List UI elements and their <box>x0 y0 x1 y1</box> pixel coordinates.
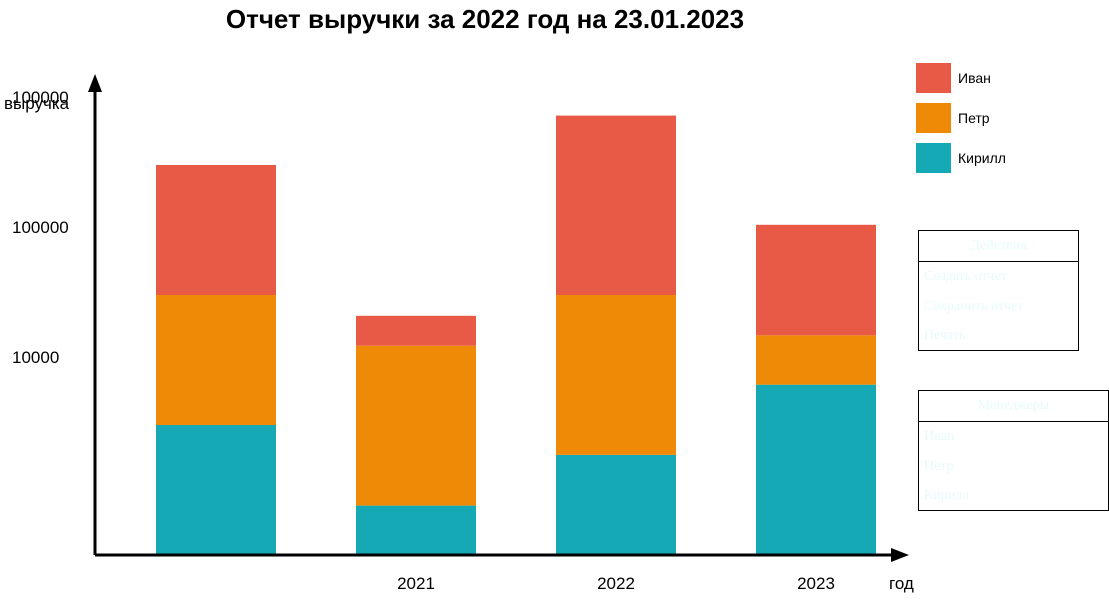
legend-swatch <box>916 63 951 93</box>
y-tick-label: 100000 <box>12 218 69 237</box>
bar-segment <box>356 315 476 346</box>
y-tick-label: 100000 <box>12 88 69 107</box>
x-tick-label: 2021 <box>397 574 435 593</box>
x-axis-arrow <box>891 548 909 562</box>
actions-panel: Действия Создать отчет Сохранить отчет П… <box>918 230 1079 351</box>
bar-segment <box>556 115 676 295</box>
chart-title: Отчет выручки за 2022 год на 23.01.2023 <box>225 4 745 34</box>
bar-segment <box>356 345 476 506</box>
y-tick-label: 10000 <box>12 348 59 367</box>
bar-segment <box>756 384 876 555</box>
bar-segment <box>156 425 276 555</box>
bar-segment <box>356 505 476 555</box>
manager-item-kirill[interactable]: Кирилл <box>924 488 970 503</box>
bar-segment <box>756 335 876 385</box>
x-axis-label: год <box>889 574 914 593</box>
bar-segment <box>156 295 276 425</box>
legend-label: Кирилл <box>958 150 1006 166</box>
manager-item-petr[interactable]: Петр <box>924 458 954 474</box>
managers-panel: Менеджеры Иван Петр Кирилл <box>918 390 1109 511</box>
legend-label: Иван <box>958 70 991 86</box>
managers-panel-header: Менеджеры <box>919 391 1108 422</box>
save-report-button[interactable]: Сохранить отчет <box>924 298 1024 314</box>
create-report-button[interactable]: Создать отчет <box>924 269 1007 284</box>
bar-segment <box>156 165 276 295</box>
y-axis-label: выручка <box>4 94 70 113</box>
y-axis-arrow <box>88 74 102 92</box>
print-button[interactable]: Печать <box>924 328 966 343</box>
bar-segment <box>756 224 876 336</box>
actions-panel-header: Действия <box>919 231 1078 262</box>
legend-swatch <box>916 103 951 133</box>
x-tick-label: 2023 <box>797 574 835 593</box>
x-tick-label: 2022 <box>597 574 635 593</box>
legend-swatch <box>916 143 951 173</box>
bar-segment <box>556 454 676 555</box>
bar-segment <box>556 295 676 455</box>
manager-item-ivan[interactable]: Иван <box>924 429 955 444</box>
legend-label: Петр <box>958 110 990 126</box>
